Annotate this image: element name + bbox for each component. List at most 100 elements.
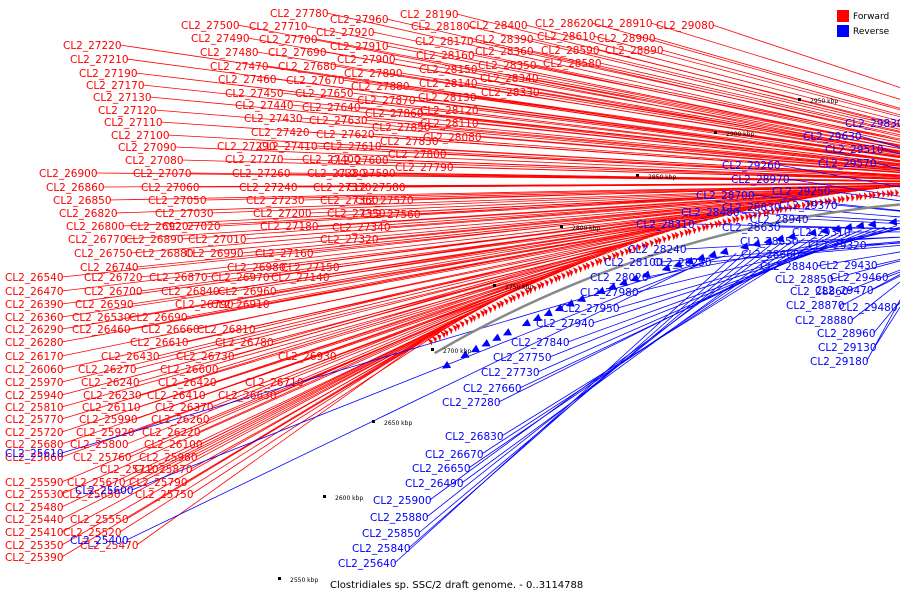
forward-gene-label: CL2_26860 xyxy=(46,182,105,194)
forward-gene-feature xyxy=(548,277,554,285)
forward-gene-label: CL2_26420 xyxy=(158,377,217,389)
reverse-gene-feature xyxy=(707,250,717,259)
forward-leader-line xyxy=(149,96,900,169)
forward-gene-label: CL2_26460 xyxy=(72,324,131,336)
scale-tick-label: 2800 kbp xyxy=(572,225,600,232)
forward-gene-feature xyxy=(455,323,460,331)
reverse-gene-label: CL2_29570 xyxy=(818,158,877,170)
forward-gene-feature xyxy=(524,288,530,296)
forward-gene-feature xyxy=(775,206,780,215)
forward-gene-feature xyxy=(427,338,433,346)
forward-gene-label: CL2_27600 xyxy=(330,155,389,167)
reverse-gene-label: CL2_25900 xyxy=(373,495,432,507)
forward-gene-label: CL2_25590 xyxy=(5,477,64,489)
reverse-gene-feature xyxy=(441,360,452,369)
forward-leader-line xyxy=(185,221,703,318)
forward-leader-line xyxy=(128,219,708,318)
forward-gene-feature xyxy=(757,210,762,218)
reverse-gene-feature xyxy=(607,282,617,290)
forward-gene-feature xyxy=(527,286,533,295)
forward-gene-feature xyxy=(468,316,473,324)
forward-gene-label: CL2_28340 xyxy=(480,73,539,85)
forward-gene-label: CL2_27080 xyxy=(125,155,184,167)
forward-gene-label: CL2_25530 xyxy=(5,489,64,501)
forward-gene-feature xyxy=(611,252,617,260)
map-caption: Clostridiales sp. SSC/2 draft genome. - … xyxy=(330,580,583,591)
forward-gene-label: CL2_27690 xyxy=(268,47,327,59)
forward-gene-feature xyxy=(770,207,775,216)
scale-tick-mark xyxy=(560,225,563,228)
forward-gene-feature xyxy=(696,225,702,233)
forward-gene-feature xyxy=(735,215,740,224)
forward-gene-label: CL2_25810 xyxy=(5,402,64,414)
forward-leader-line xyxy=(124,192,846,240)
legend-reverse-swatch xyxy=(837,25,849,37)
forward-leader-line xyxy=(372,133,900,173)
forward-gene-feature xyxy=(503,298,509,306)
forward-gene-label: CL2_27270 xyxy=(225,154,284,166)
reverse-gene-feature xyxy=(719,247,729,256)
forward-leader-line xyxy=(472,54,900,141)
reverse-leader-line xyxy=(871,275,900,291)
forward-leader-line xyxy=(218,189,863,227)
forward-gene-label: CL2_26590 xyxy=(75,299,134,311)
forward-gene-feature xyxy=(657,236,662,245)
reverse-leader-line xyxy=(831,260,900,280)
reverse-gene-feature xyxy=(641,270,651,278)
forward-leader-line xyxy=(135,72,900,165)
forward-gene-label: CL2_27450 xyxy=(225,88,284,100)
forward-gene-label: CL2_26970 xyxy=(211,272,270,284)
forward-leader-line xyxy=(61,268,565,420)
scale-tick-label: 2550 kbp xyxy=(290,577,318,584)
forward-leader-line xyxy=(61,228,676,343)
forward-gene-feature xyxy=(827,197,832,206)
forward-gene-feature xyxy=(632,245,637,253)
forward-leader-line xyxy=(281,92,900,165)
forward-gene-feature xyxy=(824,197,829,206)
forward-gene-label: CL2_27050 xyxy=(148,195,207,207)
forward-gene-feature xyxy=(499,300,504,308)
reverse-gene-label: CL2_29130 xyxy=(818,342,877,354)
reverse-gene-feature xyxy=(502,328,513,336)
forward-gene-feature xyxy=(582,263,587,272)
forward-gene-label: CL2_25760 xyxy=(73,452,132,464)
forward-gene-feature xyxy=(515,292,521,300)
forward-gene-feature xyxy=(679,230,684,238)
forward-gene-label: CL2_26240 xyxy=(81,377,140,389)
forward-gene-label: CL2_25800 xyxy=(70,439,129,451)
forward-gene-feature xyxy=(443,329,449,337)
forward-leader-line xyxy=(300,117,900,170)
forward-gene-feature xyxy=(496,301,501,310)
forward-gene-label: CL2_25520 xyxy=(63,527,122,539)
forward-leader-line xyxy=(131,214,730,305)
forward-gene-label: CL2_26230 xyxy=(83,390,142,402)
forward-gene-label: CL2_26890 xyxy=(125,234,184,246)
forward-leader-line xyxy=(138,264,575,408)
reverse-leader-line xyxy=(394,252,737,564)
forward-gene-label: CL2_26800 xyxy=(66,221,125,233)
reverse-gene-label: CL2_29510 xyxy=(825,144,884,156)
forward-gene-label: CL2_27410 xyxy=(259,141,318,153)
forward-gene-label: CL2_26880 xyxy=(135,248,194,260)
reverse-leader-line xyxy=(592,225,897,324)
forward-gene-feature xyxy=(532,284,537,293)
forward-gene-label: CL2_26910 xyxy=(211,299,270,311)
forward-gene-label: CL2_28120 xyxy=(420,105,479,117)
forward-leader-line xyxy=(302,185,900,201)
scale-tick-mark xyxy=(714,131,717,134)
reverse-leader-line xyxy=(874,306,900,348)
forward-gene-feature xyxy=(722,218,727,227)
legend: Forward Reverse xyxy=(837,10,890,37)
reverse-gene-feature xyxy=(740,242,750,251)
reverse-gene-label: CL2_28020 xyxy=(590,272,649,284)
scale-tick-label: 2700 kbp xyxy=(443,348,471,355)
forward-gene-feature xyxy=(814,199,819,208)
forward-gene-label: CL2_26220 xyxy=(142,427,201,439)
forward-gene-feature xyxy=(452,324,457,332)
scale-tick-label: 2750 kbp xyxy=(505,284,533,291)
forward-leader-line xyxy=(531,50,900,133)
reverse-gene-label: CL2_28630 xyxy=(722,222,781,234)
forward-leader-line xyxy=(274,211,741,292)
forward-gene-label: CL2_26750 xyxy=(74,248,133,260)
reverse-gene-label: CL2_28850 xyxy=(775,274,834,286)
